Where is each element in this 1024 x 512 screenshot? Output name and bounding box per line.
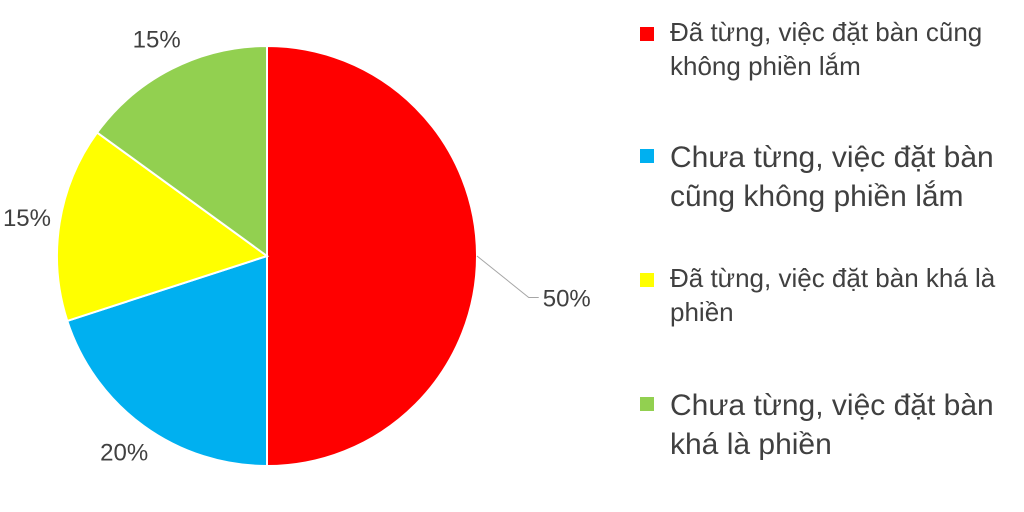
legend-item-3: Đã từng, việc đặt bàn khá là phiền xyxy=(640,262,1015,330)
legend-swatch-1 xyxy=(640,27,654,41)
data-labels: 50% 20% 15% 15% xyxy=(3,26,591,466)
pie-slices xyxy=(56,44,478,468)
data-label-2: 20% xyxy=(100,440,148,467)
pie-slice-2 xyxy=(66,254,268,468)
legend-label-2: Chưa từng, việc đặt bàn cũng không phiền… xyxy=(670,141,994,213)
leader-line-1 xyxy=(476,255,539,298)
pie-slice-4 xyxy=(95,44,268,258)
legend: Đã từng, việc đặt bàn cũng không phiền l… xyxy=(640,0,1020,507)
legend-swatch-4 xyxy=(640,397,654,411)
legend-item-1: Đã từng, việc đặt bàn cũng không phiền l… xyxy=(640,16,1015,84)
legend-label-4: Chưa từng, việc đặt bàn khá là phiền xyxy=(670,389,994,461)
leader-lines xyxy=(476,255,539,298)
legend-item-4: Chưa từng, việc đặt bàn khá là phiền xyxy=(640,386,1015,464)
data-label-3: 15% xyxy=(3,205,51,232)
pie-chart-svg: 50% 20% 15% 15% xyxy=(3,26,591,468)
legend-swatch-3 xyxy=(640,273,654,287)
legend-item-2: Chưa từng, việc đặt bàn cũng không phiền… xyxy=(640,138,1015,216)
pie-slice-3 xyxy=(56,131,270,323)
legend-swatch-2 xyxy=(640,149,654,163)
legend-label-1: Đã từng, việc đặt bàn cũng không phiền l… xyxy=(670,17,983,81)
pie-chart: 50% 20% 15% 15% xyxy=(3,26,591,468)
data-label-1: 50% xyxy=(543,285,591,312)
legend-label-3: Đã từng, việc đặt bàn khá là phiền xyxy=(670,263,996,327)
pie-slice-1 xyxy=(266,44,478,468)
data-label-4: 15% xyxy=(133,26,181,53)
